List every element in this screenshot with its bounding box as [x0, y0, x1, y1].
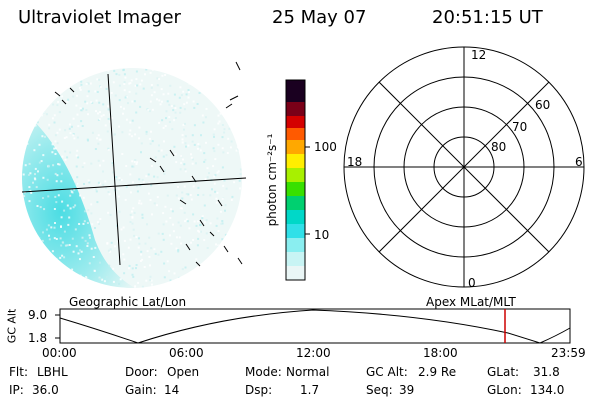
xtick-1200: 12:00	[296, 346, 331, 360]
info-gcalt-value: 2.9 Re	[418, 365, 457, 379]
info-seq-value: 39	[399, 383, 415, 397]
info-gcalt-label: GC Alt:	[366, 365, 408, 379]
info-seq-label: Seq:	[366, 383, 393, 397]
info-gain-value: 14	[164, 383, 180, 397]
coastline-marks	[54, 61, 243, 267]
altitude-axis-label: GC Alt	[5, 308, 19, 344]
altitude-ytick-high: 9.0	[28, 308, 48, 322]
xtick-2359: 23:59	[551, 346, 586, 360]
xtick-1800: 18:00	[423, 346, 458, 360]
time-label: 20:51:15 UT	[432, 7, 543, 28]
info-gain-label: Gain:	[125, 383, 157, 397]
info-ip-value: 36.0	[32, 383, 59, 397]
instrument-title: Ultraviolet Imager	[18, 7, 181, 28]
info-dsp-label: Dsp:	[245, 383, 273, 397]
polar-label-0: 0	[468, 276, 476, 290]
polar-label-12: 12	[471, 48, 487, 62]
info-glon-label: GLon:	[487, 383, 522, 397]
info-dsp-value: 1.7	[300, 383, 320, 397]
info-glon-value: 134.0	[530, 383, 565, 397]
colorbar-tick-100: 100	[314, 140, 337, 154]
info-glat-value: 31.8	[533, 365, 560, 379]
colorbar-unit: photon cm⁻²s⁻¹	[265, 133, 279, 227]
polar-lat-80: 80	[491, 140, 507, 154]
altitude-plot	[55, 308, 571, 344]
earth-image	[21, 61, 247, 288]
polar-lat-60: 60	[535, 98, 551, 112]
info-mode-label: Mode:	[245, 365, 282, 379]
info-door-value: Open	[167, 365, 200, 379]
polar-label-18: 18	[347, 155, 363, 169]
info-flt-label: Flt:	[9, 365, 28, 379]
polar-label-6: 6	[575, 155, 583, 169]
info-glat-label: GLat:	[487, 365, 520, 379]
colorbar-tick-10: 10	[314, 228, 330, 242]
polar-lat-70: 70	[512, 120, 528, 134]
colorbar	[285, 79, 310, 281]
info-mode-value: Normal	[286, 365, 330, 379]
projection-right-label: Apex MLat/MLT	[426, 295, 516, 309]
date-label: 25 May 07	[272, 7, 367, 28]
polar-plot	[343, 46, 585, 288]
info-door-label: Door:	[125, 365, 158, 379]
info-flt-value: LBHL	[37, 365, 68, 379]
xtick-0600: 06:00	[169, 346, 204, 360]
info-ip-label: IP:	[9, 383, 24, 397]
xtick-0000: 00:00	[42, 346, 77, 360]
altitude-ytick-low: 1.8	[28, 331, 48, 345]
projection-left-label: Geographic Lat/Lon	[69, 295, 187, 309]
